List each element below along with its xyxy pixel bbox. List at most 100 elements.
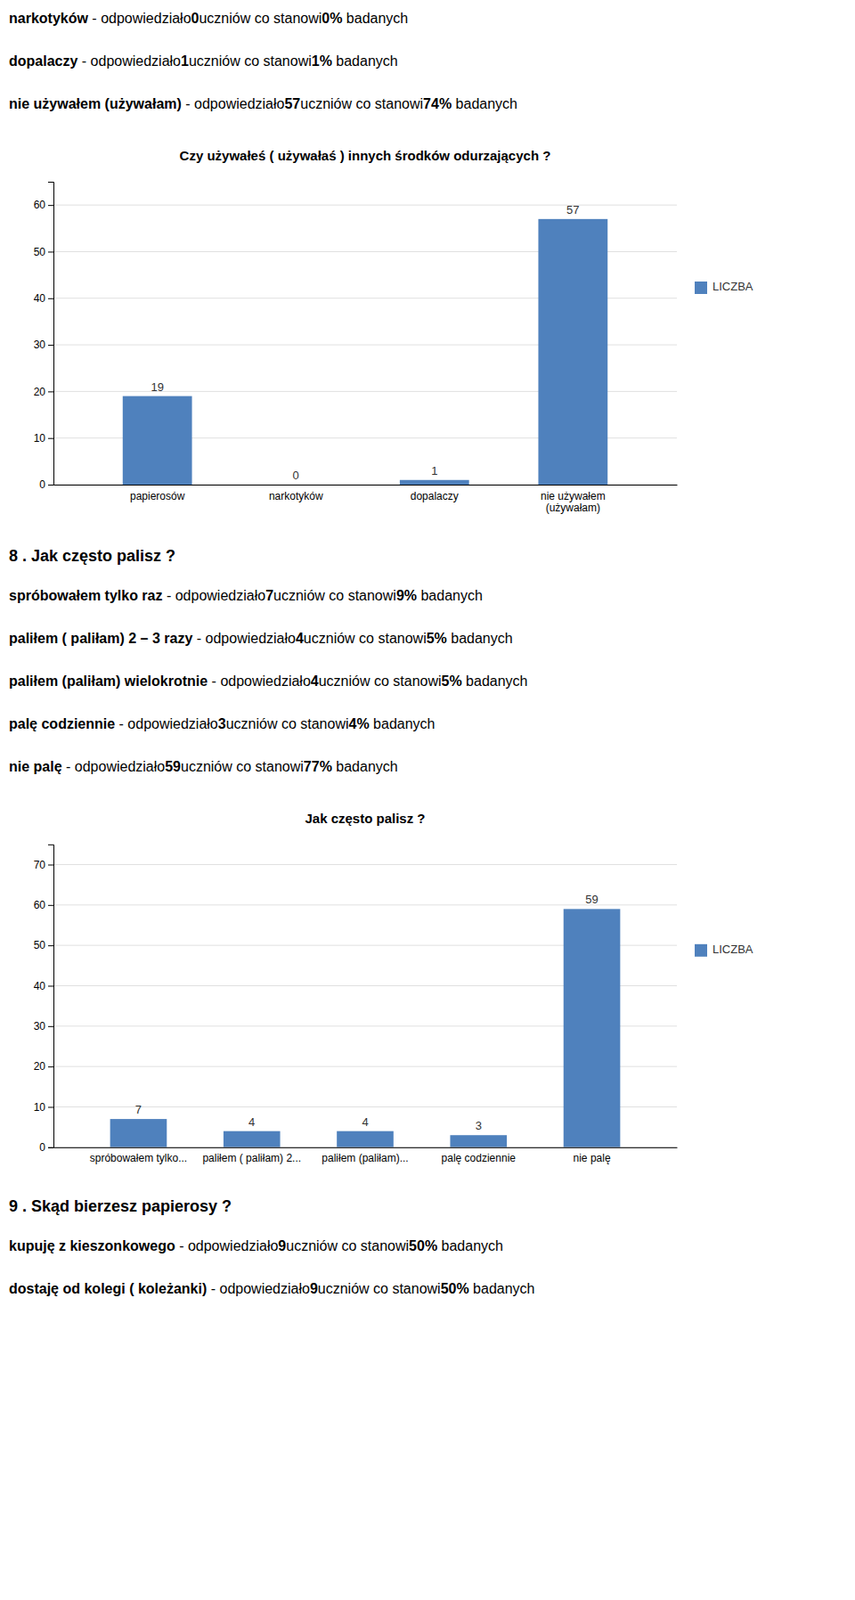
x-tick-label-line: papierosów [130, 489, 186, 503]
text-part: - odpowiedziało [88, 10, 192, 26]
text-part: 5% [426, 630, 448, 646]
text-part: 0 [191, 10, 200, 26]
y-tick-mark [48, 298, 54, 300]
text-line: dopalaczy - odpowiedziało1uczniów co sta… [8, 53, 399, 69]
y-tick-label: 10 [33, 1100, 47, 1114]
x-axis-line [54, 1147, 678, 1149]
grid [53, 863, 677, 1147]
text-part: badanych [369, 716, 436, 732]
y-tick-label: 30 [33, 1019, 47, 1033]
text-part: spróbowałem tylko raz [8, 587, 163, 603]
text-part: paliłem (paliłam) wielokrotnie [8, 673, 208, 689]
text-part: badanych [437, 1237, 504, 1254]
y-tick: 0 [39, 478, 54, 491]
data-label: 3 [475, 1118, 482, 1132]
y-tick: 30 [33, 338, 54, 351]
text-part: 9 [277, 1237, 286, 1254]
text-line: nie palę - odpowiedziało59uczniów co sta… [8, 758, 399, 774]
text-part: 1 [180, 53, 189, 69]
section-heading: 8 . Jak często palisz ? [8, 546, 176, 565]
x-tick-label-line: nie palę [573, 1151, 611, 1165]
text-part: dostaję od kolegi ( koleżanki) [8, 1280, 207, 1296]
text-part: 74% [423, 96, 452, 112]
legend: LICZBA [694, 279, 754, 294]
text-part: 5% [441, 673, 463, 689]
y-tick-label: 60 [33, 198, 47, 212]
data-label: 57 [566, 203, 579, 217]
data-label: 19 [150, 380, 163, 394]
grid-line [53, 903, 677, 905]
text-part: uczniów co stanowi [226, 716, 350, 732]
text-part: paliłem ( paliłam) 2 – 3 razy [8, 630, 193, 646]
x-tick: narkotyków [268, 489, 324, 503]
y-tick-mark [48, 438, 54, 440]
y-axis: 0102030405060 [33, 182, 55, 492]
y-tick: 60 [33, 898, 54, 912]
x-tick: nie palę [573, 1151, 611, 1165]
text-part: 59 [164, 758, 181, 774]
y-tick-label: 20 [33, 385, 47, 399]
x-tick-label-line: narkotyków [268, 489, 324, 503]
x-tick-label: palę codziennie [441, 1151, 517, 1165]
bar [223, 1131, 281, 1148]
text-part: badanych [462, 673, 529, 689]
y-tick-mark [48, 1026, 54, 1027]
text-part: nie używałem (używałam) [8, 96, 182, 112]
x-tick: paliłem (paliłam)... [321, 1151, 408, 1165]
text-part: 77% [303, 758, 333, 774]
bar [122, 396, 193, 485]
data-label: 0 [293, 468, 300, 482]
y-tick: 30 [33, 1019, 54, 1033]
text-part: 4 [295, 630, 304, 646]
text-part: 57 [284, 96, 301, 112]
text-part: uczniów co stanowi [318, 673, 442, 689]
y-tick-mark [48, 985, 54, 986]
grid [53, 204, 677, 485]
text-part: badanych [332, 758, 399, 774]
x-tick: dopalaczy [410, 489, 459, 503]
bar [449, 1134, 507, 1148]
text-part: nie palę [8, 758, 63, 774]
text-part: 0% [321, 10, 342, 26]
text-part: uczniów co stanowi [273, 587, 397, 603]
y-tick: 70 [33, 858, 54, 872]
x-tick-label: paliłem ( paliłam) 2... [202, 1151, 302, 1165]
chart: Czy używałeś ( używałaś ) innych środków… [33, 147, 754, 514]
text-part: 7 [265, 587, 274, 603]
x-tick-label-line: palę codziennie [441, 1151, 517, 1165]
y-tick-mark [48, 944, 54, 946]
text-part: 3 [218, 716, 227, 732]
x-tick: palę codziennie [441, 1151, 517, 1165]
y-tick-label: 0 [39, 478, 46, 491]
data-labels: 190157 [150, 203, 579, 482]
text-part: - odpowiedziało [207, 673, 311, 689]
y-tick: 60 [33, 198, 54, 212]
text-part: 50% [440, 1280, 470, 1296]
text-line: nie używałem (używałam) - odpowiedziało5… [8, 96, 518, 112]
text-line: narkotyków - odpowiedziało0uczniów co st… [8, 10, 408, 26]
text-part: kupuję z kieszonkowego [8, 1237, 176, 1254]
text-part: - odpowiedziało [114, 716, 219, 732]
y-tick-label: 10 [33, 431, 47, 445]
y-tick: 40 [33, 292, 54, 305]
y-tick-label: 50 [33, 938, 47, 952]
data-label: 7 [135, 1102, 142, 1116]
text-part: - odpowiedziało [77, 53, 181, 69]
y-tick: 10 [33, 1100, 54, 1114]
text-part: badanych [451, 96, 518, 112]
grid-line [53, 204, 677, 206]
y-tick-label: 60 [33, 898, 47, 912]
y-tick: 10 [33, 431, 54, 445]
text-part: - odpowiedziało [206, 1280, 310, 1296]
y-axis: 010203040506070 [33, 844, 55, 1154]
x-tick: paliłem ( paliłam) 2... [202, 1151, 302, 1165]
x-tick-label-line: dopalaczy [410, 489, 459, 503]
text-part: uczniów co stanowi [303, 630, 427, 646]
x-tick-label-line: paliłem ( paliłam) 2... [202, 1151, 302, 1165]
chart-title: Czy używałeś ( używałaś ) innych środków… [179, 147, 552, 163]
text-part: - odpowiedziało [181, 96, 285, 112]
y-tick-label: 70 [33, 858, 47, 872]
text-part: badanych [469, 1280, 536, 1296]
text-part: uczniów co stanowi [300, 96, 424, 112]
x-axis: papierosównarkotykówdopalaczynie używałe… [54, 485, 678, 515]
